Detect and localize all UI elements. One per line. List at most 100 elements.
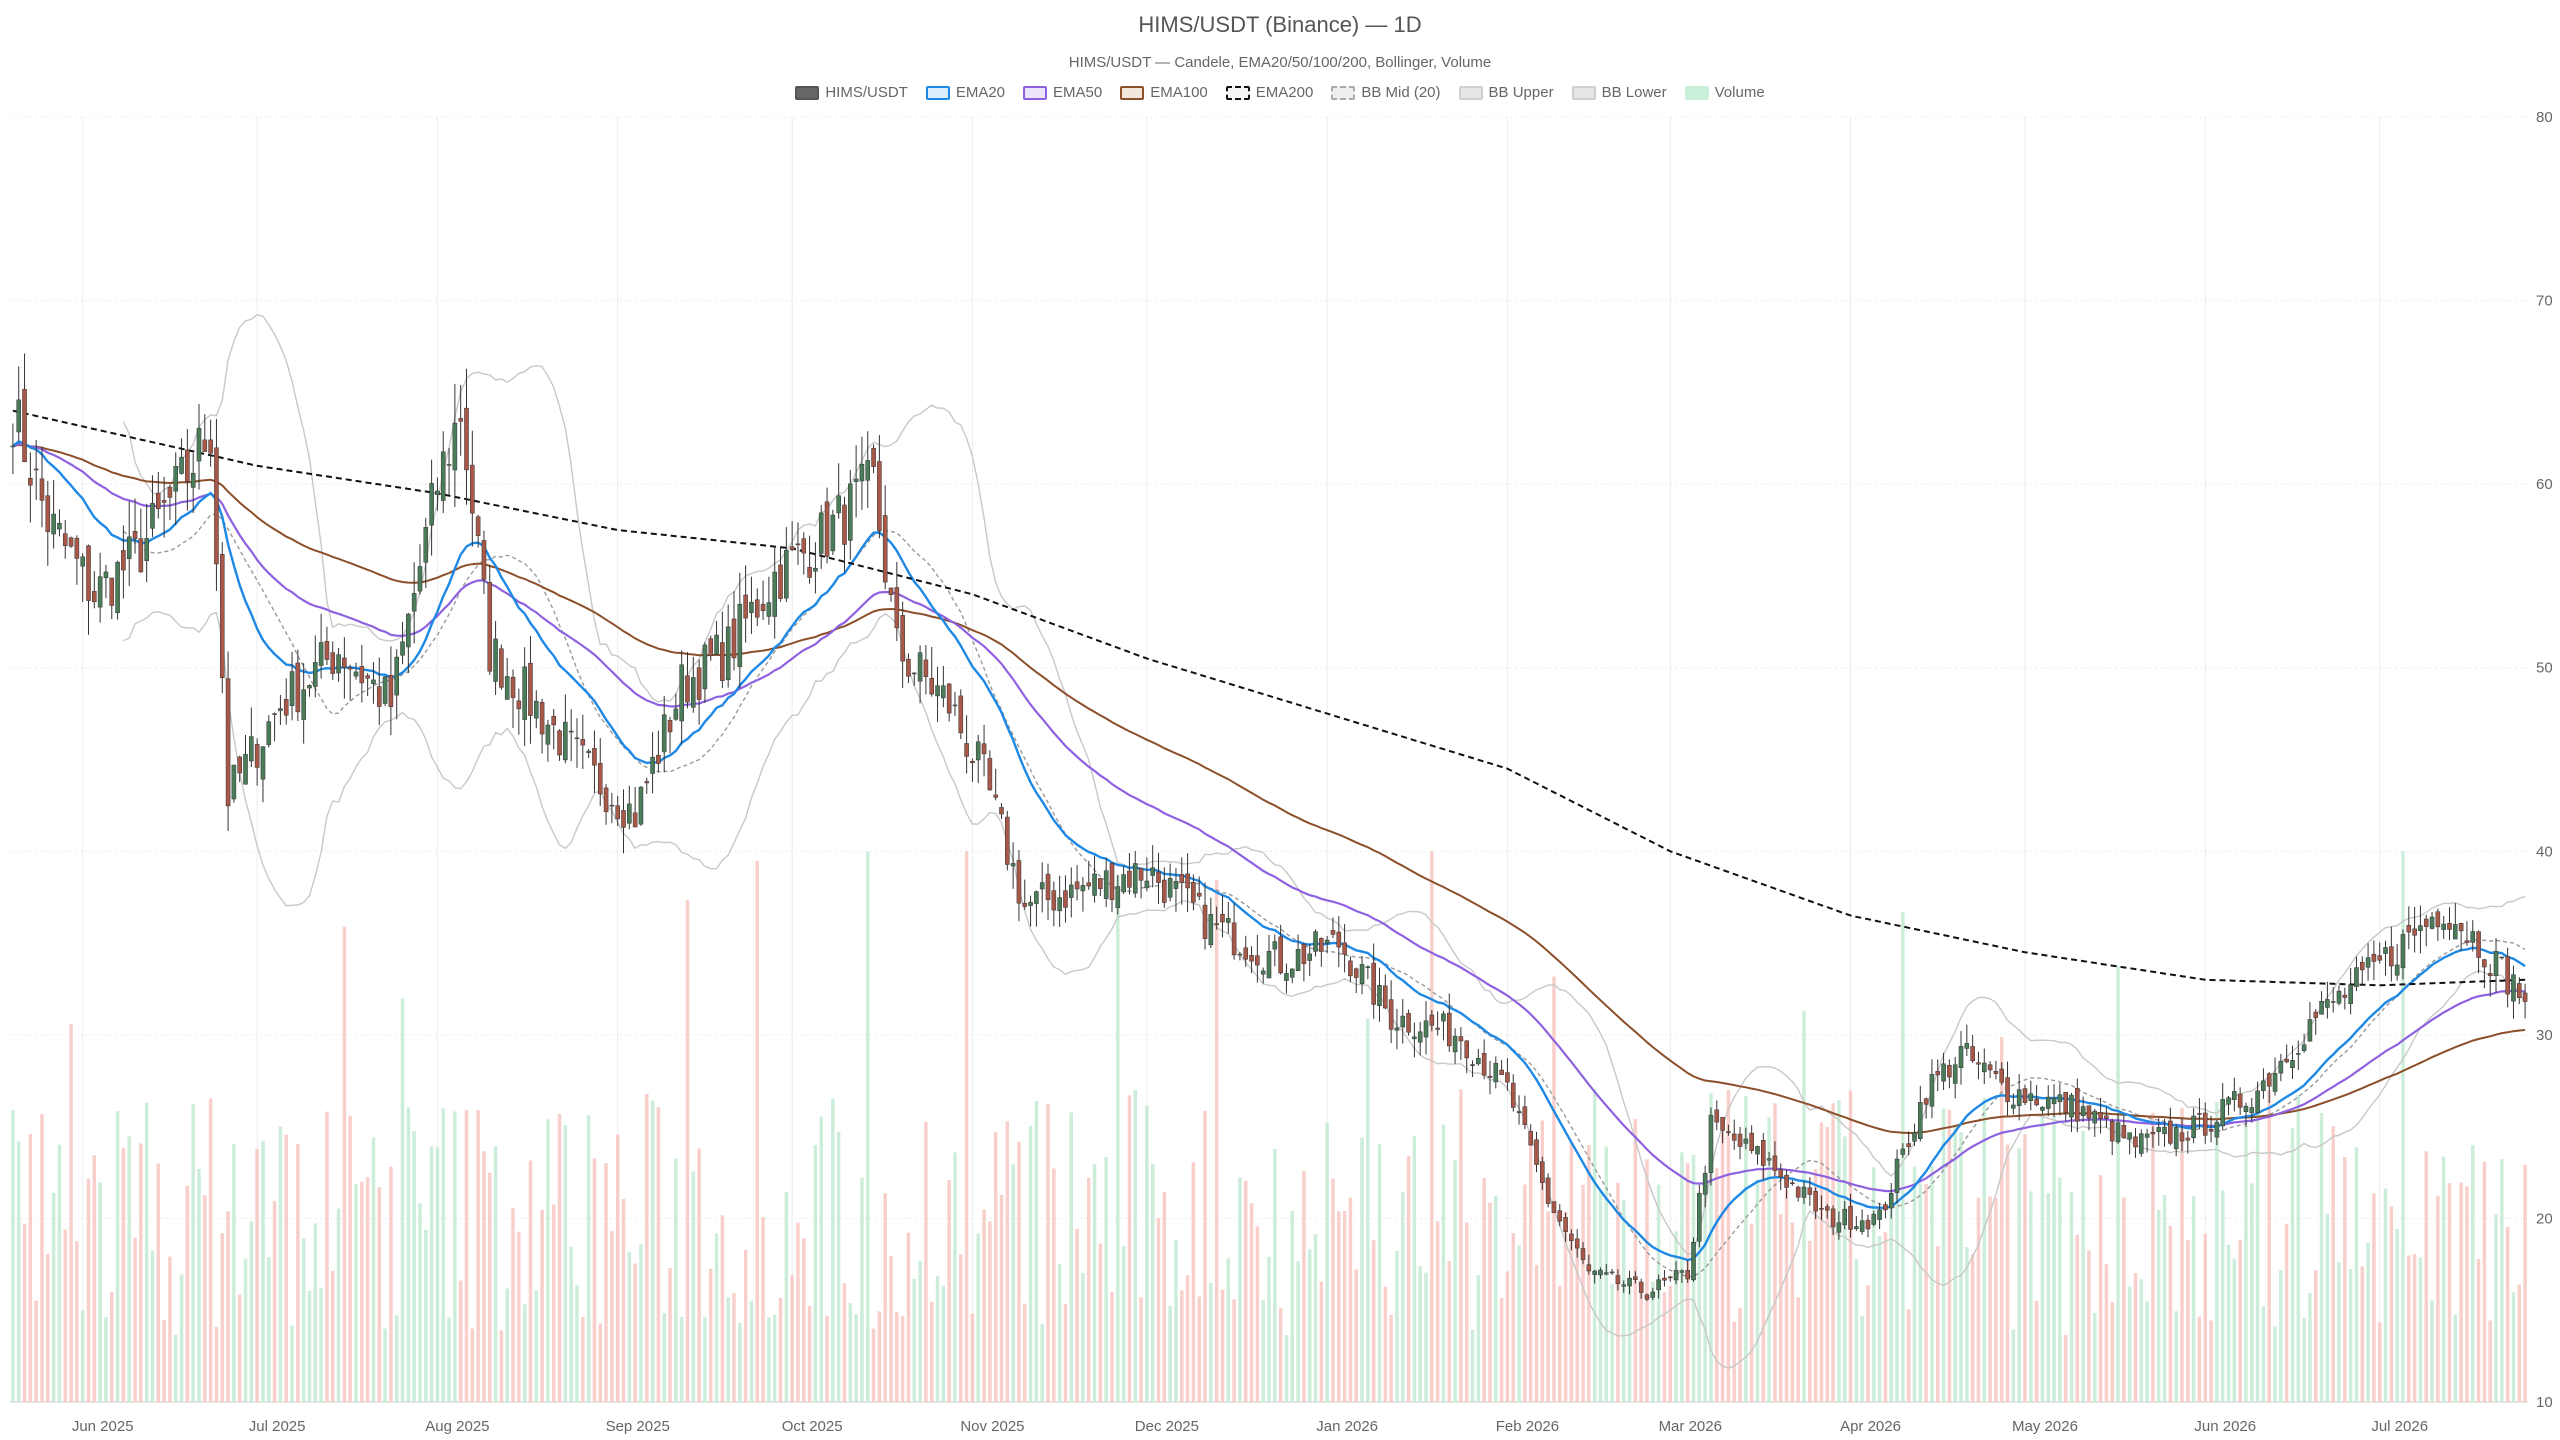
volume-bar — [307, 1290, 312, 1402]
candle-body — [1859, 1220, 1865, 1232]
volume-bar — [2488, 1320, 2492, 1402]
volume-bar — [156, 1163, 161, 1402]
volume-bar — [1540, 1120, 1545, 1402]
candle-body — [1714, 1109, 1720, 1123]
volume-bar — [144, 1102, 149, 1402]
volume-bar — [738, 1322, 742, 1402]
volume-bar — [1720, 1126, 1725, 1402]
candle-body — [167, 486, 173, 498]
volume-bar — [1488, 1202, 1492, 1402]
legend-item-8[interactable]: Volume — [1684, 84, 1765, 101]
candle-body — [260, 746, 266, 780]
volume-bar — [1505, 1271, 1510, 1402]
candle-body — [295, 662, 301, 713]
candle-body — [493, 638, 498, 682]
volume-bar — [1081, 1272, 1085, 1402]
candle-body — [1417, 1031, 1423, 1043]
volume-bar — [1197, 1296, 1201, 1402]
volume-bar — [2401, 851, 2405, 1402]
candle-body — [1162, 879, 1167, 903]
candle-body — [533, 700, 539, 719]
volume-bar — [895, 1312, 899, 1402]
legend-item-2[interactable]: EMA50 — [1023, 84, 1102, 101]
candle-body — [1737, 1133, 1743, 1147]
candle-body — [1563, 1217, 1568, 1232]
candle-body — [2005, 1077, 2010, 1103]
volume-bar — [662, 1312, 666, 1402]
candle-body — [2272, 1073, 2278, 1092]
candle-body — [975, 741, 981, 761]
volume-bar — [720, 1215, 725, 1402]
candle-body — [126, 536, 132, 559]
legend-swatch — [1684, 85, 1709, 100]
volume-bar — [1639, 1290, 1643, 1402]
candle-body — [1534, 1139, 1539, 1165]
candle-body — [161, 500, 167, 503]
volume-bar — [394, 1315, 399, 1402]
candle-body — [1772, 1155, 1778, 1171]
volume-bar — [1668, 1285, 1672, 1402]
volume-bar — [1936, 1246, 1940, 1402]
volume-bar — [290, 1325, 294, 1402]
volume-bar — [365, 1177, 370, 1402]
candle-body — [2307, 1019, 2313, 1042]
candle-body — [1353, 968, 1359, 978]
volume-bar — [1261, 1300, 1265, 1402]
candle-body — [882, 515, 888, 583]
volume-bar — [639, 1244, 643, 1402]
legend-item-5[interactable]: BB Mid (20) — [1331, 84, 1441, 101]
candle-body — [1388, 999, 1394, 1030]
candle-body — [28, 478, 33, 486]
y-tick-label: 30 — [2536, 1027, 2553, 1044]
volume-bar — [807, 1306, 812, 1402]
candle-body — [708, 638, 714, 656]
legend-item-0[interactable]: HIMS/USDT — [795, 84, 908, 101]
legend-item-1[interactable]: EMA20 — [925, 84, 1005, 101]
candle-body — [1167, 878, 1173, 898]
volume-bar — [1453, 1160, 1457, 1402]
candle-body — [2133, 1136, 2138, 1148]
y-tick-label: 80 — [2536, 109, 2553, 126]
legend-item-4[interactable]: EMA200 — [1225, 84, 1313, 101]
candle-body — [1888, 1192, 1894, 1209]
volume-bar — [883, 1193, 887, 1402]
candle-body — [731, 618, 737, 659]
candle-body — [2453, 924, 2458, 940]
candle-body — [615, 805, 620, 820]
legend-item-3[interactable]: EMA100 — [1120, 84, 1208, 101]
volume-bar — [1784, 1189, 1789, 1402]
volume-bar — [220, 1233, 225, 1402]
volume-bar — [1441, 1124, 1446, 1402]
volume-bar — [1430, 851, 1434, 1402]
volume-bar — [406, 1107, 411, 1402]
volume-bar — [964, 851, 969, 1402]
volume-bar — [860, 1177, 864, 1402]
volume-bar — [1482, 1178, 1486, 1402]
candle-body — [2121, 1125, 2127, 1138]
volume-bar — [1418, 1266, 1422, 1402]
candle-body — [2127, 1132, 2132, 1140]
candle-body — [1749, 1132, 1754, 1151]
candle-body — [1935, 1071, 1941, 1076]
candle-body — [836, 495, 841, 514]
candle-body — [1377, 984, 1382, 1007]
candle-body — [667, 719, 673, 733]
candle-body — [80, 556, 85, 567]
volume-bar — [1767, 1117, 1771, 1402]
volume-bar — [2151, 1112, 2155, 1402]
candle-body — [911, 672, 917, 675]
volume-bar — [1621, 1200, 1626, 1402]
candle-body — [981, 743, 987, 755]
candle-body — [1540, 1161, 1545, 1183]
volume-bar — [1220, 1289, 1225, 1402]
candle-body — [830, 514, 836, 552]
volume-bar — [400, 998, 405, 1402]
legend-label: EMA50 — [1053, 84, 1103, 101]
volume-bar — [1825, 1126, 1830, 1402]
volume-bar — [1075, 1228, 1079, 1402]
candle-body — [144, 538, 149, 561]
volume-bar — [1662, 1292, 1667, 1402]
legend-item-7[interactable]: BB Lower — [1571, 84, 1667, 101]
legend-item-6[interactable]: BB Upper — [1458, 84, 1554, 101]
candle-body — [743, 594, 748, 619]
